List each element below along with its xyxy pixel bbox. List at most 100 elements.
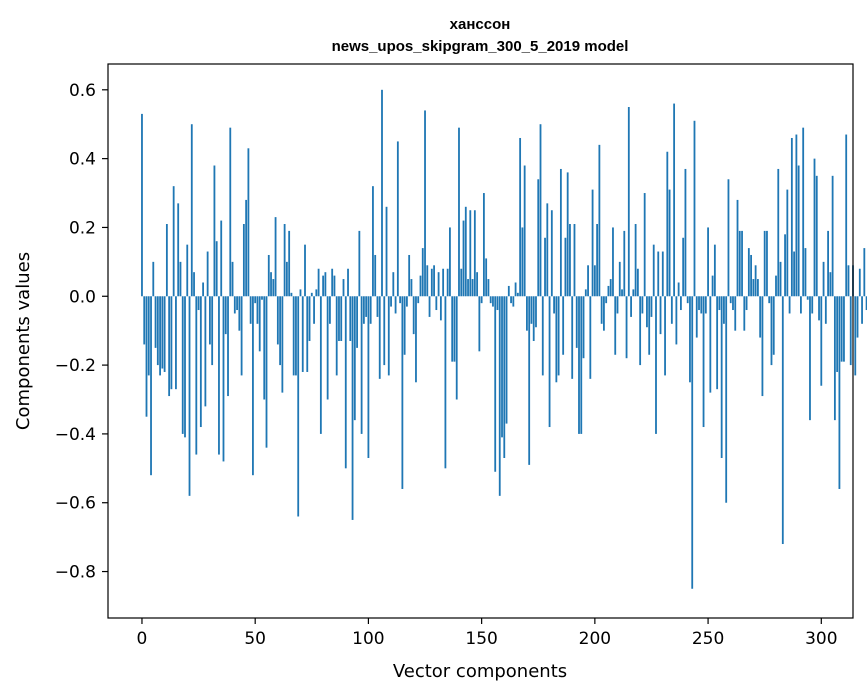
bar bbox=[775, 275, 777, 297]
bar bbox=[501, 296, 503, 438]
bar bbox=[256, 296, 259, 324]
bar bbox=[387, 296, 390, 376]
y-tick-label: −0.2 bbox=[55, 356, 96, 376]
bar bbox=[485, 258, 488, 297]
bar bbox=[161, 296, 164, 369]
bar bbox=[716, 296, 719, 390]
bar bbox=[562, 296, 565, 355]
bar bbox=[145, 296, 148, 417]
bar bbox=[800, 296, 802, 314]
bar bbox=[419, 275, 422, 297]
bar bbox=[283, 224, 286, 297]
bar bbox=[625, 296, 628, 359]
bar bbox=[215, 241, 218, 297]
bar bbox=[743, 296, 746, 331]
bar bbox=[322, 275, 325, 297]
bar bbox=[220, 220, 223, 297]
bar bbox=[181, 296, 184, 434]
y-tick-label: −0.8 bbox=[55, 563, 96, 583]
bar bbox=[381, 89, 383, 297]
bar bbox=[310, 292, 313, 297]
bar bbox=[843, 296, 845, 362]
bar bbox=[444, 296, 447, 469]
bar bbox=[584, 289, 587, 297]
bar bbox=[555, 296, 558, 383]
bar bbox=[218, 296, 220, 455]
bar bbox=[378, 296, 381, 379]
bar bbox=[238, 296, 241, 331]
bar bbox=[304, 244, 306, 297]
y-tick-label: 0.4 bbox=[69, 150, 96, 170]
bar bbox=[745, 296, 748, 311]
bar bbox=[702, 296, 705, 428]
bar bbox=[421, 248, 424, 297]
bar bbox=[616, 296, 619, 314]
bar bbox=[858, 268, 861, 297]
bar bbox=[670, 296, 673, 324]
bar bbox=[537, 179, 540, 297]
bar bbox=[535, 296, 537, 328]
bar bbox=[614, 296, 617, 355]
bar bbox=[818, 296, 820, 321]
bar bbox=[442, 268, 445, 297]
bar bbox=[353, 296, 356, 421]
bar bbox=[591, 189, 594, 297]
bar bbox=[464, 206, 467, 297]
bar bbox=[396, 141, 399, 297]
bar bbox=[790, 137, 793, 297]
bar bbox=[372, 186, 374, 297]
bar bbox=[313, 296, 315, 324]
bar bbox=[482, 193, 485, 297]
bar bbox=[632, 289, 635, 297]
bar bbox=[777, 168, 780, 297]
bar bbox=[516, 292, 519, 297]
bar bbox=[603, 296, 605, 331]
bar bbox=[657, 251, 660, 297]
bar bbox=[802, 127, 805, 297]
bar bbox=[455, 296, 458, 400]
bar bbox=[177, 203, 180, 297]
bar bbox=[288, 230, 291, 297]
bar bbox=[530, 296, 533, 324]
bar bbox=[165, 224, 168, 297]
bar bbox=[564, 237, 567, 297]
bar bbox=[795, 134, 798, 297]
bar bbox=[152, 261, 155, 297]
bar bbox=[385, 206, 388, 297]
y-tick-label: 0.6 bbox=[69, 81, 96, 101]
bar bbox=[231, 261, 234, 297]
bar bbox=[546, 203, 549, 297]
bar bbox=[693, 120, 696, 297]
bar bbox=[295, 296, 297, 376]
bar bbox=[675, 296, 678, 345]
bar bbox=[709, 296, 712, 393]
bar bbox=[838, 296, 841, 489]
bar bbox=[521, 227, 524, 297]
bar bbox=[496, 296, 499, 311]
bar bbox=[831, 175, 834, 297]
bar bbox=[768, 296, 771, 304]
bar bbox=[274, 217, 277, 297]
bar bbox=[505, 296, 508, 424]
bar bbox=[338, 296, 340, 341]
bar bbox=[668, 189, 671, 297]
bar bbox=[222, 296, 225, 462]
bar bbox=[569, 224, 571, 297]
bar bbox=[759, 296, 762, 338]
bar bbox=[689, 296, 691, 383]
bar bbox=[342, 279, 345, 297]
bar bbox=[607, 285, 610, 297]
bar bbox=[356, 296, 358, 348]
bar bbox=[390, 296, 392, 307]
y-axis-ticks: 0.6 0.4 0.2 0.0 −0.2 −0.4 −0.6 −0.8 bbox=[55, 81, 108, 583]
bar bbox=[410, 279, 413, 297]
bar bbox=[553, 296, 555, 314]
bar bbox=[836, 296, 839, 372]
y-axis-label: Components values bbox=[13, 252, 34, 430]
bar bbox=[319, 296, 322, 434]
bar bbox=[627, 107, 630, 297]
bar bbox=[691, 296, 694, 589]
x-tick-label: 300 bbox=[805, 629, 837, 649]
bar bbox=[756, 279, 759, 297]
